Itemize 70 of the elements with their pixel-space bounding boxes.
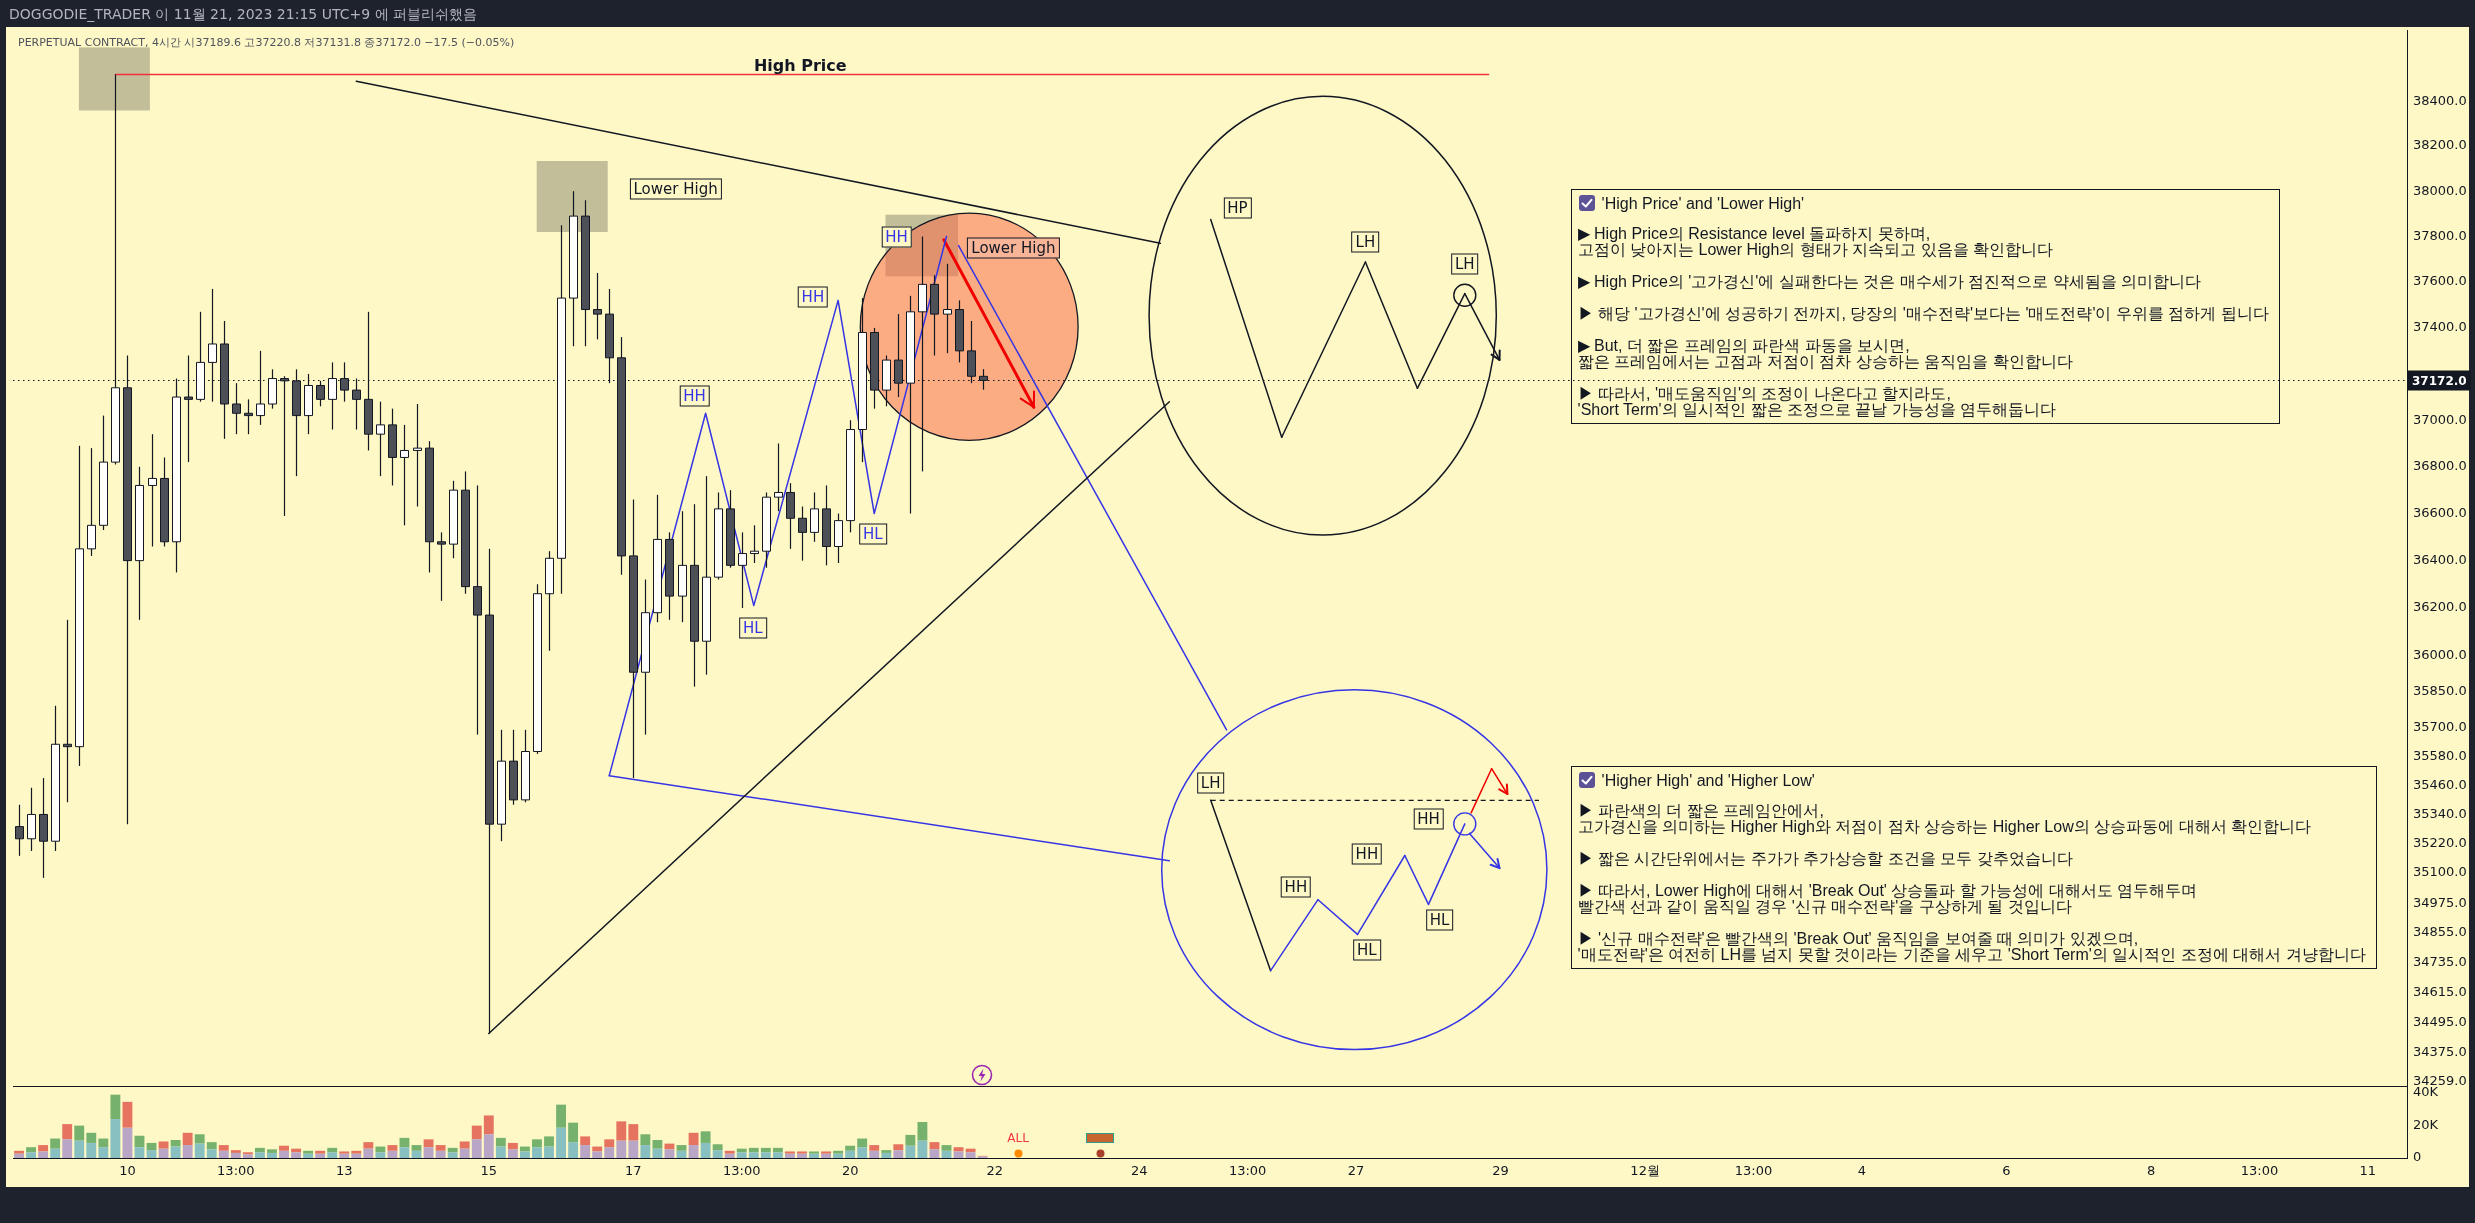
x-tick-label: 13 <box>335 1163 353 1179</box>
y-tick-label: 37400.0 <box>2413 319 2467 335</box>
y-tick-label: 35460.0 <box>2413 776 2467 792</box>
chart-title: DOGGODIE_TRADER 이 11월 21, 2023 21:15 UTC+9 에 퍼블리쉬했음 <box>9 6 477 24</box>
y-tick-label: 34259.0 <box>2413 1072 2467 1088</box>
annotation: HH <box>679 385 710 407</box>
annotation: HL <box>739 617 767 639</box>
y-tick-label: 37600.0 <box>2413 273 2467 289</box>
x-tick-label: 10 <box>119 1163 136 1179</box>
annotation: HP <box>1223 197 1252 219</box>
annotation: Lower High <box>629 178 722 200</box>
annotation: HH <box>1280 876 1312 898</box>
y-tick-label: 38000.0 <box>2413 182 2467 198</box>
y-tick-label: 20K <box>2413 1116 2439 1132</box>
y-tick-label: 35220.0 <box>2413 835 2467 851</box>
x-tick-label: 4 <box>1857 1163 1867 1179</box>
x-tick-label: 15 <box>480 1163 498 1179</box>
y-tick-label: 35850.0 <box>2413 682 2467 698</box>
x-tick-label: 17 <box>625 1163 642 1179</box>
y-tick-label: 0 <box>2413 1149 2422 1165</box>
y-tick-label: 34975.0 <box>2413 894 2467 910</box>
annotation: HL <box>1425 909 1454 931</box>
annotation: HL <box>859 523 887 544</box>
text: 'High Price' and 'Lower High' ▶ High Price의 Resistance level 돌파하지 못하며, 고점이 낮아지는 Lower High의 형태가 지속되고 있음을 확인합니다 ▶ High Price의 '고가경신'에 실패한다는 것은 매수세가 점진적으로 약세됨을 의미합니다 ▶ 해당 '고가경신'에 성공하기 전까지, 당장의 '매수전략'보다는 '매도전략'이 우위를 점하게 됩니다 ▶ But, 더 짧은 프레임의 파란색 파동을 보시면, 짧은 프레임에서는 고점과 저점이 점차 상승하는 움직임을 확인합니다 ▶ 따라서, '매도움직임'의 조정이 나온다고 할지라도, 'Short Term'의 일시적인 짧은 조정으로 끝날 가능성을 염두해둡니다 <box>1577 195 2269 419</box>
annotation: HH <box>1413 808 1444 830</box>
y-tick-label: 36200.0 <box>2413 599 2467 615</box>
y-tick-label: 35580.0 <box>2413 747 2467 763</box>
y-tick-label: 38400.0 <box>2413 92 2467 108</box>
x-tick-label: 13:00 <box>2240 1163 2279 1179</box>
x-tick-label: 13:00 <box>1228 1163 1267 1179</box>
x-tick-label: 29 <box>1492 1163 1509 1179</box>
annotation: HH <box>881 226 912 248</box>
x-tick-label: 11 <box>2359 1163 2377 1179</box>
x-tick-label: 12월 <box>1630 1163 1660 1179</box>
y-tick-label: 34735.0 <box>2413 954 2467 970</box>
x-tick-label: 6 <box>2002 1163 2011 1179</box>
x-tick-label: 20 <box>841 1163 859 1179</box>
x-tick-label: 13:00 <box>723 1163 761 1179</box>
annotation: High Price <box>752 55 848 75</box>
y-tick-label: 38200.0 <box>2413 137 2467 153</box>
x-tick-label: 22 <box>986 1163 1003 1179</box>
x-tick-label: 27 <box>1347 1163 1365 1179</box>
x-tick-label: 24 <box>1130 1163 1148 1179</box>
annotation: HL <box>1353 939 1381 961</box>
y-tick-label: 35700.0 <box>2413 718 2467 734</box>
annotation: HH <box>1351 843 1383 865</box>
y-tick-label: 36800.0 <box>2413 458 2467 474</box>
y-tick-label: 34495.0 <box>2413 1013 2467 1029</box>
x-tick-label: 13:00 <box>217 1163 255 1179</box>
y-tick-label: 36600.0 <box>2413 504 2467 520</box>
y-tick-label: 36400.0 <box>2413 552 2467 568</box>
y-tick-label: 35340.0 <box>2413 805 2467 821</box>
y-tick-label: 34855.0 <box>2413 924 2467 940</box>
y-tick-label: 37000.0 <box>2413 411 2467 427</box>
x-tick-label: 8 <box>2146 1163 2156 1179</box>
y-tick-label: 34375.0 <box>2413 1043 2467 1059</box>
annotation: ALL <box>1007 1131 1029 1146</box>
annotation: Lower High <box>967 237 1060 259</box>
annotation: 'Higher High' and 'Higher Low' ▶ 파란색의 더 짧은 프레임안에서, 고가경신을 의미하는 Higher High와 저점이 점차 상승하는 Higher Low의 상승파동에 대해서 확인합니다 ▶ 짧은 시간단위에서는 주가가 추가상승할 조건을 모두 갖추었습니다 ▶ 따라서, Lower High에 대해서 'Break Out' 상승돌파 할 가능성에 대해서도 염두해두며 빨간색 선과 같이 움직일 경우 '신규 매수전략'을 구상하게 될 것입니다 ▶ '신규 매수전략'은 빨간색의 'Break Out' 움직임을 보여줄 때 의미가 있겠으며, '매도전략'은 여전히 LH를 넘지 못할 것이라는 기준을 세우고 'Short Term'의 일시적인 조정에 대해서 겨냥합니다 <box>1577 770 2366 963</box>
y-tick-label: 37800.0 <box>2413 227 2467 243</box>
y-tick-label: 35100.0 <box>2413 864 2467 880</box>
annotation: HH <box>797 286 829 308</box>
annotation: LH <box>1450 253 1479 275</box>
x-tick-label: 13:00 <box>1734 1163 1773 1179</box>
text: PERPETUAL CONTRACT, 4시간 시37189.6 고37220.8 저37131.8 종37172.0 −17.5 (−0.05%) <box>18 35 515 50</box>
y-tick-label: 36000.0 <box>2413 646 2467 662</box>
y-tick-label: 34615.0 <box>2413 983 2467 999</box>
annotation: LH <box>1196 772 1225 794</box>
annotation: LH <box>1351 231 1380 252</box>
ref-line-label: 37172.0 <box>2412 373 2467 388</box>
